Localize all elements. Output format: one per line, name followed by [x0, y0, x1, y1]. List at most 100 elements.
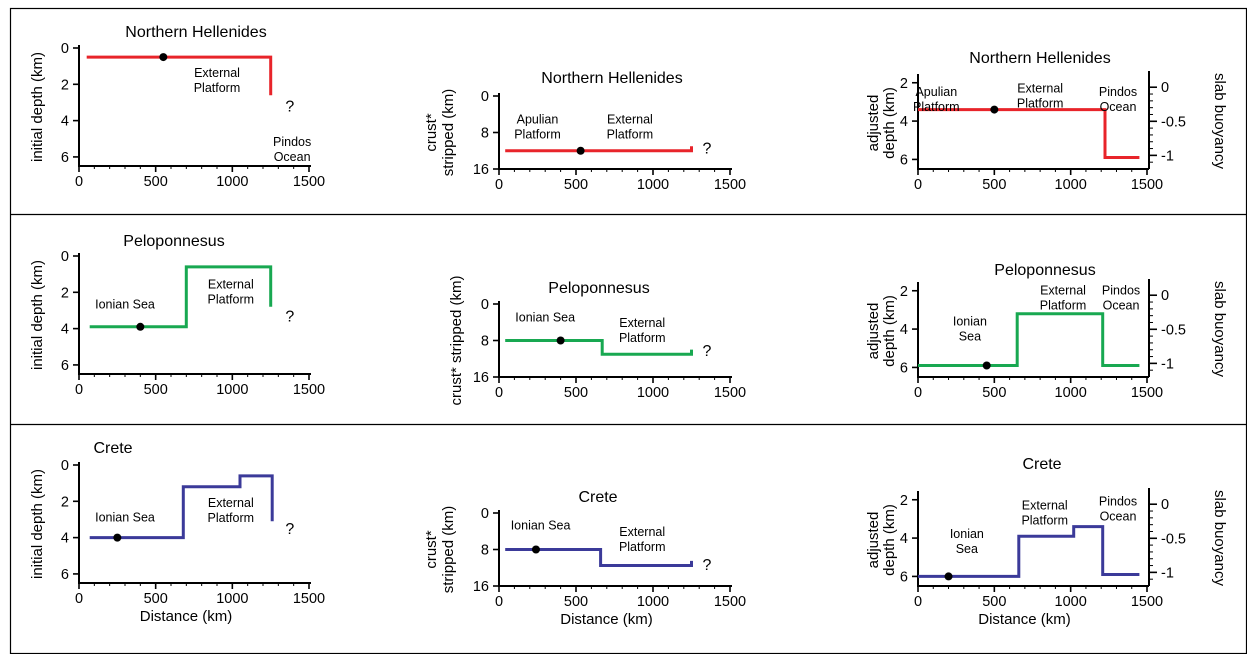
- nh-stripped-annotation-line: External: [607, 112, 653, 126]
- nh-adjusted-annotation-line: Platform: [1017, 96, 1064, 110]
- nh-initial-x-tick-label: 1500: [293, 174, 325, 190]
- cr-adjusted-y-tick-label: 2: [900, 493, 908, 509]
- pe-adjusted-y-tick-label: 6: [900, 360, 908, 376]
- nh-initial-annotation: External Platform: [194, 66, 241, 95]
- cr-stripped-annotation: External Platform: [619, 525, 666, 554]
- pe-stripped-point: [556, 336, 565, 345]
- nh-stripped-annotation-line: Platform: [514, 127, 561, 141]
- cr-adjusted-annotation: Pindos Ocean: [1099, 495, 1137, 524]
- pe-stripped-annotation: External Platform: [619, 316, 666, 345]
- pe-adjusted-annotation-line: Pindos: [1102, 284, 1140, 298]
- pe-adjusted-annotation-line: Ocean: [1103, 299, 1140, 313]
- cr-stripped-series-0: [505, 548, 693, 567]
- cr-adjusted-title: Crete: [1022, 456, 1061, 473]
- cr-stripped-annotation: Ionian Sea: [511, 518, 571, 532]
- nh-initial-x-tick-label: 0: [75, 174, 83, 190]
- pe-stripped-series-0: [505, 339, 693, 356]
- cr-adjusted-annotation: Ionian Sea: [950, 527, 984, 556]
- cr-initial-x-tick-label: 500: [144, 591, 168, 607]
- cr-stripped-y-label: crust*: [423, 530, 440, 569]
- cr-adjusted-x-tick-label: 1500: [1131, 594, 1163, 610]
- pe-adjusted-y-label: depth (km): [881, 295, 898, 367]
- pe-initial-y-label: initial depth (km): [29, 260, 46, 370]
- pe-initial-annotation-line: External: [208, 278, 254, 292]
- nh-adjusted-annotation-line: Apulian: [915, 85, 957, 99]
- cr-adjusted-y-label: adjusted: [865, 512, 882, 569]
- cr-stripped-x-tick-label: 1500: [714, 594, 746, 610]
- pe-stripped-y-tick-label: 16: [473, 370, 489, 386]
- pe-adjusted-y-tick-label: 4: [900, 322, 908, 338]
- pe-initial-question-mark: ?: [285, 308, 294, 325]
- nh-initial-annotation-line: Ocean: [274, 150, 311, 164]
- nh-stripped-series-0: [505, 146, 693, 153]
- nh-stripped-annotation: Apulian Platform: [514, 112, 561, 141]
- pe-stripped-annotation-line: Ionian Sea: [515, 310, 575, 324]
- cr-stripped-title: Crete: [578, 489, 617, 506]
- cr-initial-y-label: initial depth (km): [29, 469, 46, 579]
- nh-stripped-y-label: stripped (km): [440, 89, 457, 177]
- nh-initial-x-tick-label: 1000: [216, 174, 248, 190]
- cr-adjusted-annotation-line: Platform: [1021, 513, 1068, 527]
- pe-stripped-annotation-line: External: [619, 316, 665, 330]
- nh-initial-annotation-line: Pindos: [273, 135, 311, 149]
- nh-initial-x-tick-label: 500: [144, 174, 168, 190]
- cr-stripped-question-mark: ?: [702, 557, 711, 574]
- pe-adjusted-annotation-line: Ionian: [953, 314, 987, 328]
- cr-adjusted-y-tick-label: 4: [900, 531, 908, 547]
- pe-stripped-question-mark: ?: [702, 343, 711, 360]
- pe-adjusted-y2-tick-label: -0.5: [1161, 322, 1186, 338]
- nh-stripped-x-tick-label: 1000: [637, 177, 669, 193]
- pe-stripped-y-label: crust* stripped (km): [448, 275, 465, 405]
- pe-adjusted-x-tick-label: 500: [982, 385, 1006, 401]
- cr-stripped-x-label: Distance (km): [560, 611, 653, 628]
- pe-initial-annotation-line: Platform: [208, 293, 255, 307]
- cr-initial-y-tick-label: 0: [61, 458, 69, 474]
- cr-adjusted-y2-tick-label: -1: [1161, 565, 1174, 581]
- nh-initial-y-tick-label: 0: [61, 41, 69, 57]
- nh-stripped-point: [576, 146, 585, 155]
- cr-initial-x-tick-label: 0: [75, 591, 83, 607]
- nh-adjusted-point: [990, 105, 999, 114]
- cr-adjusted-y-label: depth (km): [881, 504, 898, 576]
- cr-initial-x-tick-label: 1000: [216, 591, 248, 607]
- nh-adjusted-annotation: Apulian Platform: [913, 85, 960, 114]
- cr-initial-y-tick-label: 6: [61, 567, 69, 583]
- cr-adjusted-y2-label: slab buoyancy: [1211, 490, 1228, 586]
- pe-adjusted-annotation: Ionian Sea: [953, 314, 987, 343]
- pe-stripped-x-tick-label: 500: [564, 385, 588, 401]
- cr-initial-y-tick-label: 2: [61, 494, 69, 510]
- nh-stripped-x-tick-label: 500: [564, 177, 588, 193]
- nh-adjusted-y-tick-label: 2: [900, 76, 908, 92]
- pe-adjusted-title: Peloponnesus: [994, 262, 1095, 279]
- cr-adjusted-series-0: [918, 525, 1140, 578]
- cr-initial-series-0: [89, 474, 274, 540]
- cr-adjusted-x-label: Distance (km): [978, 611, 1071, 628]
- pe-initial-x-tick-label: 0: [75, 382, 83, 398]
- nh-stripped-y-tick-label: 0: [481, 89, 489, 105]
- nh-adjusted-y-tick-label: 6: [900, 152, 908, 168]
- pe-initial-annotation: External Platform: [208, 278, 255, 307]
- cr-initial-title: Crete: [93, 440, 132, 457]
- cr-initial-x-label: Distance (km): [140, 608, 233, 625]
- nh-stripped-title: Northern Hellenides: [541, 70, 682, 87]
- pe-initial-title: Peloponnesus: [123, 233, 224, 250]
- pe-stripped-x-tick-label: 0: [495, 385, 503, 401]
- nh-initial-y-tick-label: 4: [61, 114, 69, 130]
- pe-adjusted-y-tick-label: 2: [900, 284, 908, 300]
- pe-stripped-annotation-line: Platform: [619, 331, 666, 345]
- cr-stripped-x-tick-label: 0: [495, 594, 503, 610]
- nh-adjusted-y2-label: slab buoyancy: [1211, 73, 1228, 169]
- nh-adjusted-y-tick-label: 4: [900, 114, 908, 130]
- pe-initial-x-tick-label: 1000: [216, 382, 248, 398]
- cr-initial-y-tick-label: 4: [61, 531, 69, 547]
- cr-stripped-annotation-line: External: [619, 525, 665, 539]
- pe-initial-series-0: [89, 265, 273, 329]
- pe-adjusted-y2-label: slab buoyancy: [1211, 281, 1228, 377]
- nh-adjusted-y-label: depth (km): [881, 87, 898, 159]
- pe-adjusted-x-tick-label: 1000: [1055, 385, 1087, 401]
- cr-stripped-annotation-line: Ionian Sea: [511, 518, 571, 532]
- nh-adjusted-x-tick-label: 500: [982, 177, 1006, 193]
- cr-adjusted-y2-tick-label: 0: [1161, 497, 1169, 513]
- nh-adjusted-y2-tick-label: -1: [1161, 148, 1174, 164]
